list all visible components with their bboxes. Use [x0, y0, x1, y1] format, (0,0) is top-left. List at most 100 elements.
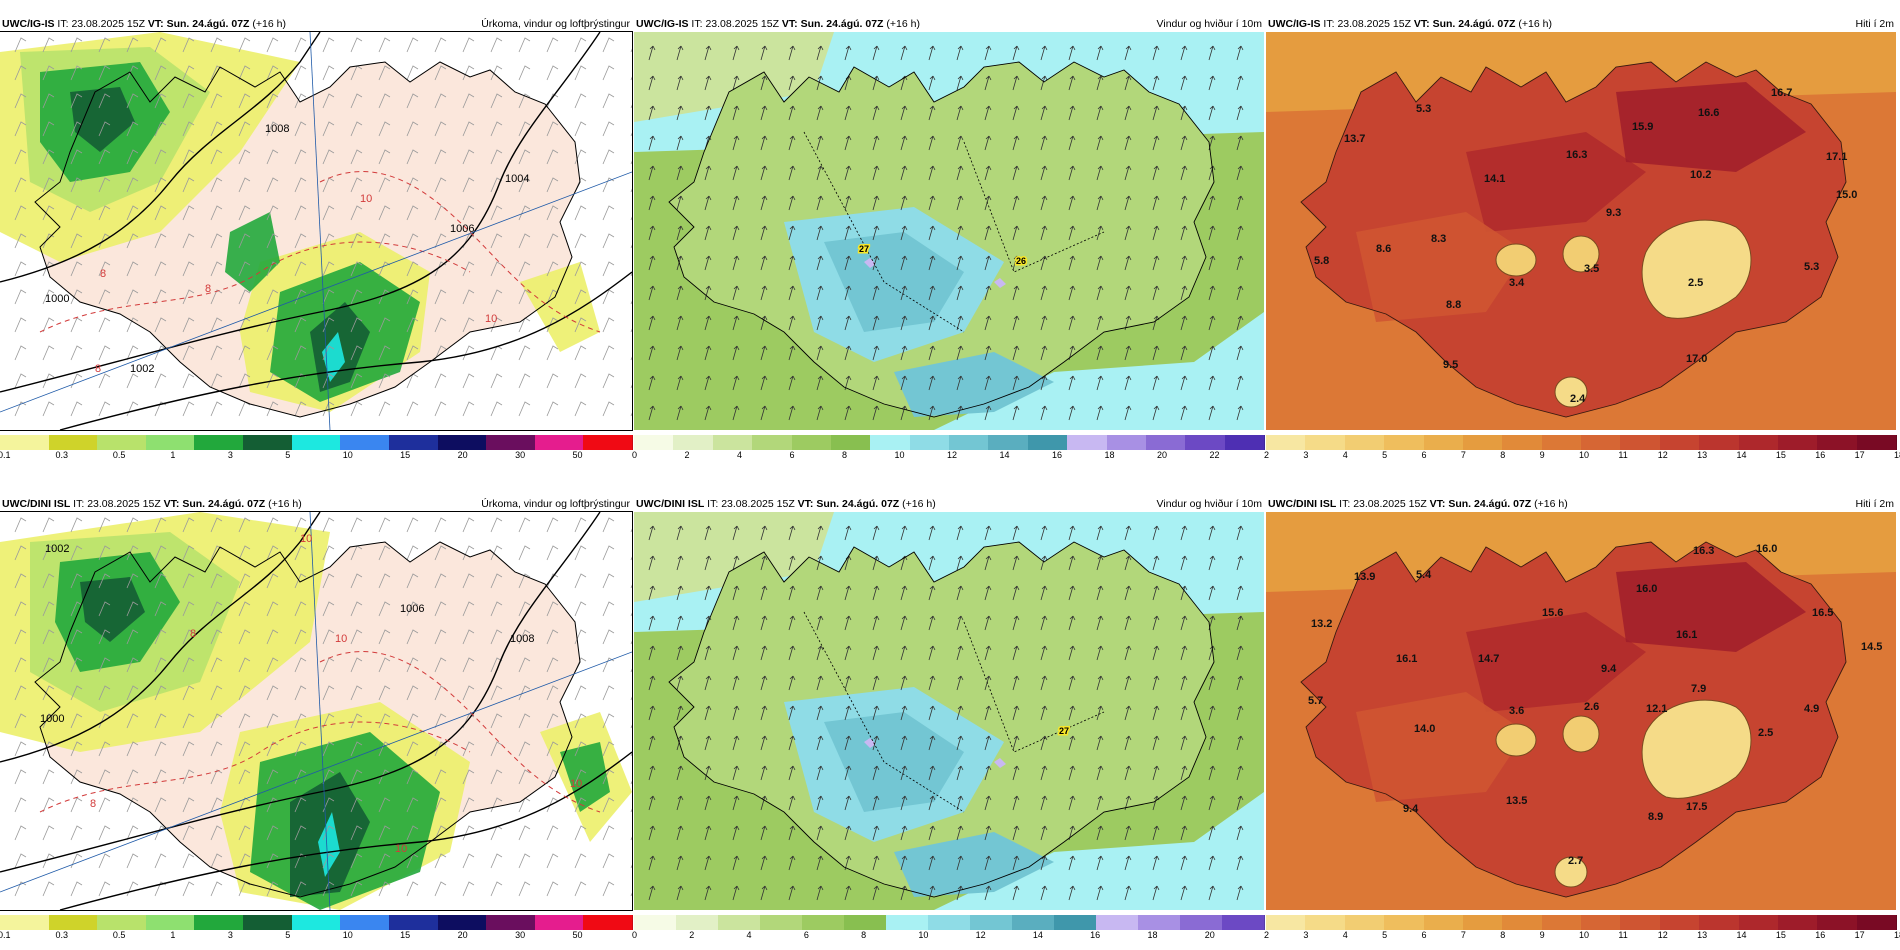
temp-label: 13.2 — [1311, 618, 1332, 630]
colorbar-tick: 10 — [342, 930, 353, 940]
colorbar-swatch — [909, 435, 950, 450]
field-title: Hiti í 2m — [1855, 18, 1894, 30]
colorbar-swatch — [949, 435, 990, 450]
precip-colorbar: 0.1 0.3 0.5 1 3 5 10 15 20 30 50 — [0, 915, 633, 940]
colorbar-swatch — [486, 435, 536, 450]
colorbar-swatch — [1054, 915, 1097, 930]
colorbar-swatch — [1738, 915, 1779, 930]
contour-label: 10 — [395, 843, 407, 855]
colorbar-tick: 12 — [1657, 450, 1668, 460]
contour-label: 1008 — [510, 633, 534, 645]
colorbar-tick: 4 — [737, 450, 743, 460]
contour-label: 1006 — [400, 603, 424, 615]
colorbar-tick: 1 — [170, 450, 176, 460]
colorbar-swatch — [0, 435, 50, 450]
colorbar-swatch — [1266, 915, 1307, 930]
temp-label: 4.9 — [1804, 703, 1819, 715]
colorbar-tick: 20 — [457, 450, 468, 460]
temp-label: 8.9 — [1648, 811, 1663, 823]
colorbar-swatch — [634, 435, 675, 450]
colorbar-swatch — [583, 915, 633, 930]
colorbar-swatch — [1581, 435, 1622, 450]
model-name: UWC/IG-IS — [636, 18, 689, 30]
temp-label: 15.0 — [1836, 189, 1857, 201]
colorbar-swatch — [1502, 435, 1543, 450]
colorbar-tick: 15 — [400, 930, 411, 940]
colorbar-tick: 10 — [342, 450, 353, 460]
colorbar-tick: 16 — [1052, 450, 1063, 460]
colorbar-tick: 0.5 — [112, 930, 126, 940]
field-title: Vindur og hviður í 10m — [1156, 18, 1262, 30]
colorbar-tick: 8 — [861, 930, 867, 940]
colorbar-swatch — [583, 435, 633, 450]
colorbar-swatch — [1185, 435, 1226, 450]
colorbar-swatch — [752, 435, 793, 450]
temp-label: 3.6 — [1509, 705, 1524, 717]
colorbar-tick: 9 — [1539, 930, 1545, 940]
colorbar-swatch — [1423, 435, 1464, 450]
valid-time: Sun. 24.ágú. 07Z — [166, 18, 250, 30]
temp-map: 13.7 5.3 14.1 16.3 15.9 16.6 16.7 17.1 15.0 10.2 9… — [1266, 32, 1896, 430]
colorbar-tick: 15 — [400, 450, 411, 460]
colorbar-swatch — [1344, 435, 1386, 450]
contour-label: 1008 — [265, 123, 289, 135]
colorbar-tick: 10 — [918, 930, 929, 940]
colorbar-swatch — [844, 915, 887, 930]
colorbar-tick: 13 — [1697, 450, 1708, 460]
colorbar-tick: 7 — [1460, 450, 1466, 460]
colorbar-swatch — [437, 915, 488, 930]
colorbar-tick: 8 — [842, 450, 848, 460]
colorbar-tick: 20 — [1157, 450, 1168, 460]
colorbar-swatch — [1222, 915, 1265, 930]
temp-label: 10.2 — [1690, 169, 1711, 181]
colorbar-swatch — [760, 915, 803, 930]
colorbar-swatch — [1180, 915, 1223, 930]
temp-map: 13.9 5.4 13.2 16.1 14.7 15.6 16.0 16.3 16.0 16.5 1… — [1266, 512, 1896, 910]
temp-label: 16.6 — [1698, 107, 1719, 119]
colorbar-tick: 3 — [1303, 450, 1309, 460]
colorbar-tick: 0.3 — [55, 930, 68, 940]
colorbar-tick: 4 — [1342, 930, 1348, 940]
init-time: 23.08.2025 15Z — [1337, 18, 1411, 30]
contour-label: 10 — [360, 193, 372, 205]
temp-label: 2.6 — [1584, 701, 1599, 713]
colorbar-swatch — [97, 915, 147, 930]
temp-colorbar: 2 3 4 5 6 7 8 9 10 11 12 13 14 15 16 17 18 — [1264, 915, 1900, 940]
colorbar-swatch — [1541, 915, 1582, 930]
colorbar-tick: 14 — [1032, 930, 1043, 940]
panel-header: UWC/IG-IS IT: 23.08.2025 15Z VT: Sun. 24… — [2, 18, 630, 30]
colorbar-swatch — [243, 435, 293, 450]
colorbar-swatch — [194, 915, 245, 930]
valid-time: Sun. 24.ágú. 07Z — [1432, 18, 1516, 30]
colorbar-tick: 5 — [285, 450, 291, 460]
colorbar-tick: 18 — [1894, 930, 1900, 940]
colorbar-swatch — [830, 435, 872, 450]
panel-header: UWC/DINI ISL IT: 23.08.2025 15Z VT: Sun.… — [2, 498, 630, 510]
colorbar-tick: 0.3 — [55, 450, 68, 460]
contour-label: 1006 — [450, 223, 474, 235]
init-time: 23.08.2025 15Z — [721, 498, 795, 510]
colorbar-tick: 6 — [1421, 930, 1427, 940]
temp-label: 16.1 — [1676, 629, 1697, 641]
contour-label: 8 — [95, 363, 101, 375]
temp-label: 14.7 — [1478, 653, 1499, 665]
temp-label: 17.5 — [1686, 801, 1707, 813]
contour-label: 8 — [190, 628, 196, 640]
colorbar-tick: 22 — [1209, 450, 1220, 460]
colorbar-tick: 30 — [515, 450, 526, 460]
panel-header: UWC/IG-IS IT: 23.08.2025 15Z VT: Sun. 24… — [636, 18, 1262, 30]
colorbar-swatch — [291, 915, 342, 930]
panel-temp-igis: UWC/IG-IS IT: 23.08.2025 15Z VT: Sun. 24… — [1264, 16, 1900, 460]
colorbar-tick: 6 — [803, 930, 809, 940]
colorbar-swatch — [928, 915, 971, 930]
colorbar-tick: 2 — [1264, 450, 1270, 460]
colorbar-tick: 15 — [1775, 930, 1786, 940]
temp-label: 13.7 — [1344, 133, 1365, 145]
colorbar-tick: 12 — [947, 450, 958, 460]
colorbar-tick: 5 — [285, 930, 291, 940]
colorbar-swatch — [1027, 435, 1069, 450]
colorbar-tick: 11 — [1618, 450, 1628, 460]
temp-colorbar: 2 3 4 5 6 7 8 9 10 11 12 13 14 15 16 17 18 — [1264, 435, 1900, 460]
contour-label: 10 — [335, 633, 347, 645]
colorbar-tick: 2 — [689, 930, 695, 940]
